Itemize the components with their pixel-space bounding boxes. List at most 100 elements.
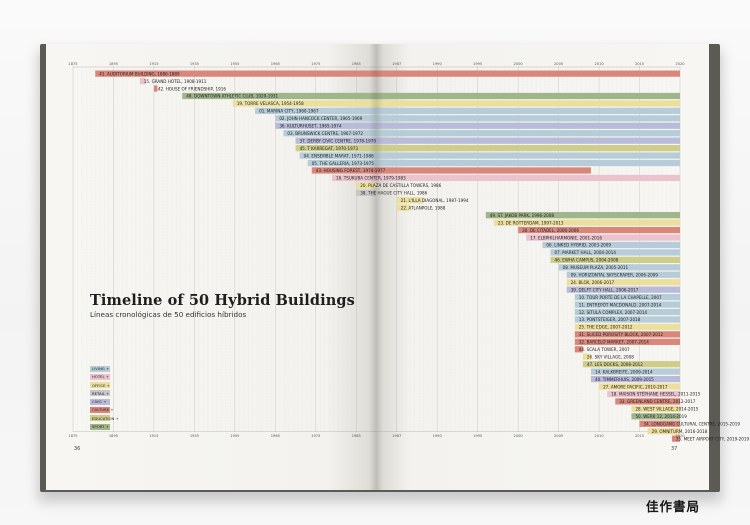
tick-label-top: 2015	[635, 62, 644, 66]
building-bar	[311, 167, 591, 174]
building-label: 32. BARCELÓ MARKET, 2007-2014	[579, 340, 649, 345]
building-label: 28. WEST VILLAGE, 2014-2015	[635, 407, 698, 412]
building-label: 22. ATLANPOLE, 1988	[401, 205, 446, 210]
building-bar	[550, 249, 680, 256]
tick-label-top: 1985	[352, 62, 361, 66]
building-bar	[582, 353, 591, 360]
tick-label-top: 1875	[68, 62, 77, 66]
building-bar	[566, 279, 680, 286]
legend-label: RETAIL +	[92, 390, 110, 396]
building-bar	[574, 338, 680, 345]
building-bar	[542, 241, 680, 249]
building-bar	[582, 361, 680, 368]
building-bar	[307, 159, 680, 167]
building-label: 44. SCALA TOWER, 2007	[579, 347, 630, 352]
building-label: 03. BRUNSWICK CENTRE, 1967-1972	[287, 131, 363, 136]
legend-item: CULTURE +	[90, 406, 119, 413]
building-label: 42. HOUSE OF FRIENDSHIP, 1916	[158, 86, 226, 91]
tick-label-bottom: 1895	[109, 434, 118, 438]
building-label: 05. THE GALLERIA, 1973-1975	[312, 161, 375, 166]
building-bar	[599, 383, 680, 390]
building-label: 26. SKY VILLAGE, 2008	[587, 354, 634, 359]
chart-title: Timeline of 50 Hybrid Buildings	[90, 292, 355, 309]
tick-label-top: 2020	[675, 62, 685, 66]
building-bar	[671, 435, 680, 442]
building-label: 23. DE ROTTERDAM, 1997-2013	[498, 220, 564, 225]
legend-swatch	[90, 415, 110, 422]
building-label: 49. ST. JAKOB PARK, 1996-2008	[490, 213, 555, 218]
building-label: 18. MAISON STÉPHANE HESSEL, 2011-2015	[611, 392, 701, 397]
building-bar	[232, 100, 681, 107]
building-bar	[95, 70, 681, 77]
building-label: 08. MUSEUM PLAZA, 2005-2011	[563, 265, 629, 270]
building-bar	[518, 226, 680, 234]
building-bar	[574, 331, 680, 338]
building-bar	[396, 204, 411, 211]
building-label: 20. PLAZA DE CASTILLA TOWERS, 1986	[360, 183, 441, 188]
building-label: 39. DELFT CITY HALL, 2006-2017	[571, 287, 639, 292]
tick-label-top: 1987	[392, 62, 401, 66]
legend-label: EDUCATION +	[92, 415, 119, 421]
chart-subtitle: Líneas cronológicas de 50 edificios híbr…	[90, 310, 247, 319]
building-label: 33. GREENLAND CENTRE, 2012-2017	[619, 399, 696, 404]
building-label: 07. MARKET HALL, 2004-2014	[555, 250, 617, 255]
tick-label-top: 1995	[473, 62, 482, 66]
tick-label-bottom: 1987	[392, 434, 401, 438]
tick-label-bottom: 1965	[271, 434, 280, 438]
building-label: 10. TOUR PORTE DE LA CHAPELLE, 2007	[579, 295, 662, 300]
legend-item: OFFICE +	[90, 382, 119, 389]
publisher-logo: 佳作書局	[646, 499, 701, 514]
building-label: 41. AUDITORIUM BUILDING, 1886-1889	[99, 71, 180, 76]
building-label: 36. KULTURHUSET, 1965-1974	[279, 124, 342, 129]
building-label: 43. HOUSING FOREST, 1974-1977	[316, 168, 386, 173]
building-bar	[526, 234, 680, 241]
building-label: 37. DERBY CIVIC CENTRE, 1978-1970	[300, 138, 377, 143]
building-label: 24. BLOX, 2006-2017	[571, 280, 615, 285]
building-label: 40. TIMMERHUIS, 2009-2015	[595, 377, 654, 382]
building-bar	[566, 271, 680, 278]
legend-label: OFFICE +	[92, 382, 110, 388]
building-label: 50. WERK 12, 2014-2019	[635, 414, 687, 419]
building-label: 27. AMORE PACIFIC, 2010-2017	[603, 384, 668, 389]
building-bar	[153, 85, 158, 92]
building-bar	[485, 212, 680, 219]
legend-item: CIVIC +	[90, 398, 119, 405]
building-label: 09. HORIZONTAL SKYSCRAPER, 2006-2009	[571, 273, 659, 278]
grid	[72, 66, 681, 432]
legend-label: LIVING +	[92, 366, 110, 371]
page-number-left: 36	[74, 446, 81, 452]
building-bar	[574, 301, 680, 308]
legend-item: HOTEL +	[90, 373, 119, 380]
building-bar	[331, 174, 680, 182]
building-label: 21. L'ILLA DIAGONAL, 1987-1994	[401, 198, 469, 203]
year-ticks: 1875 1875 1895 1895 1915 1915 1935 1935 1955 1955…	[68, 62, 685, 438]
building-bar	[283, 130, 680, 137]
building-bar	[647, 428, 680, 435]
building-label: 04. ENSEMBLE MARAT, 1971-1986	[304, 153, 374, 158]
tick-label-top: 1965	[271, 62, 280, 66]
building-label: 35. MEET AIRPORT CITY, 2019-2019	[676, 436, 750, 441]
building-bar	[295, 137, 680, 144]
building-bar	[590, 368, 680, 375]
building-label: 19. TORRE VELASCA, 1954-1958	[237, 101, 304, 106]
building-bar	[574, 308, 680, 316]
legend-label: CIVIC +	[92, 399, 107, 405]
tick-label-bottom: 1875	[68, 434, 77, 438]
legend-label: HOTEL +	[92, 374, 110, 380]
tick-label-top: 1990	[433, 62, 443, 66]
building-bar	[590, 375, 680, 383]
tick-label-top: 2000	[514, 62, 524, 66]
tick-label-bottom: 1985	[352, 434, 361, 438]
building-label: 14. KALKBREITE, 2009-2014	[595, 369, 653, 374]
legend-item: LIVING +	[90, 365, 119, 372]
building-label: 34. LONGGANG CULTURAL CENTRE, 2015-2019	[644, 422, 741, 427]
tick-label-bottom: 1995	[473, 434, 482, 438]
building-label: 31. SLICED POROSITY BLOCK, 2007-2012	[579, 332, 664, 337]
legend-label: SPORT +	[92, 424, 109, 430]
tick-label-bottom: 1915	[149, 434, 158, 438]
building-bar	[182, 92, 680, 100]
building-bar	[574, 346, 583, 353]
building-label: 48. DOWNTOWN ATHLETIC CLUB, 1929-1931	[186, 94, 278, 99]
building-label: 16. TSUKUBA CENTER, 1979-1983	[336, 176, 406, 181]
building-bar	[275, 122, 680, 129]
